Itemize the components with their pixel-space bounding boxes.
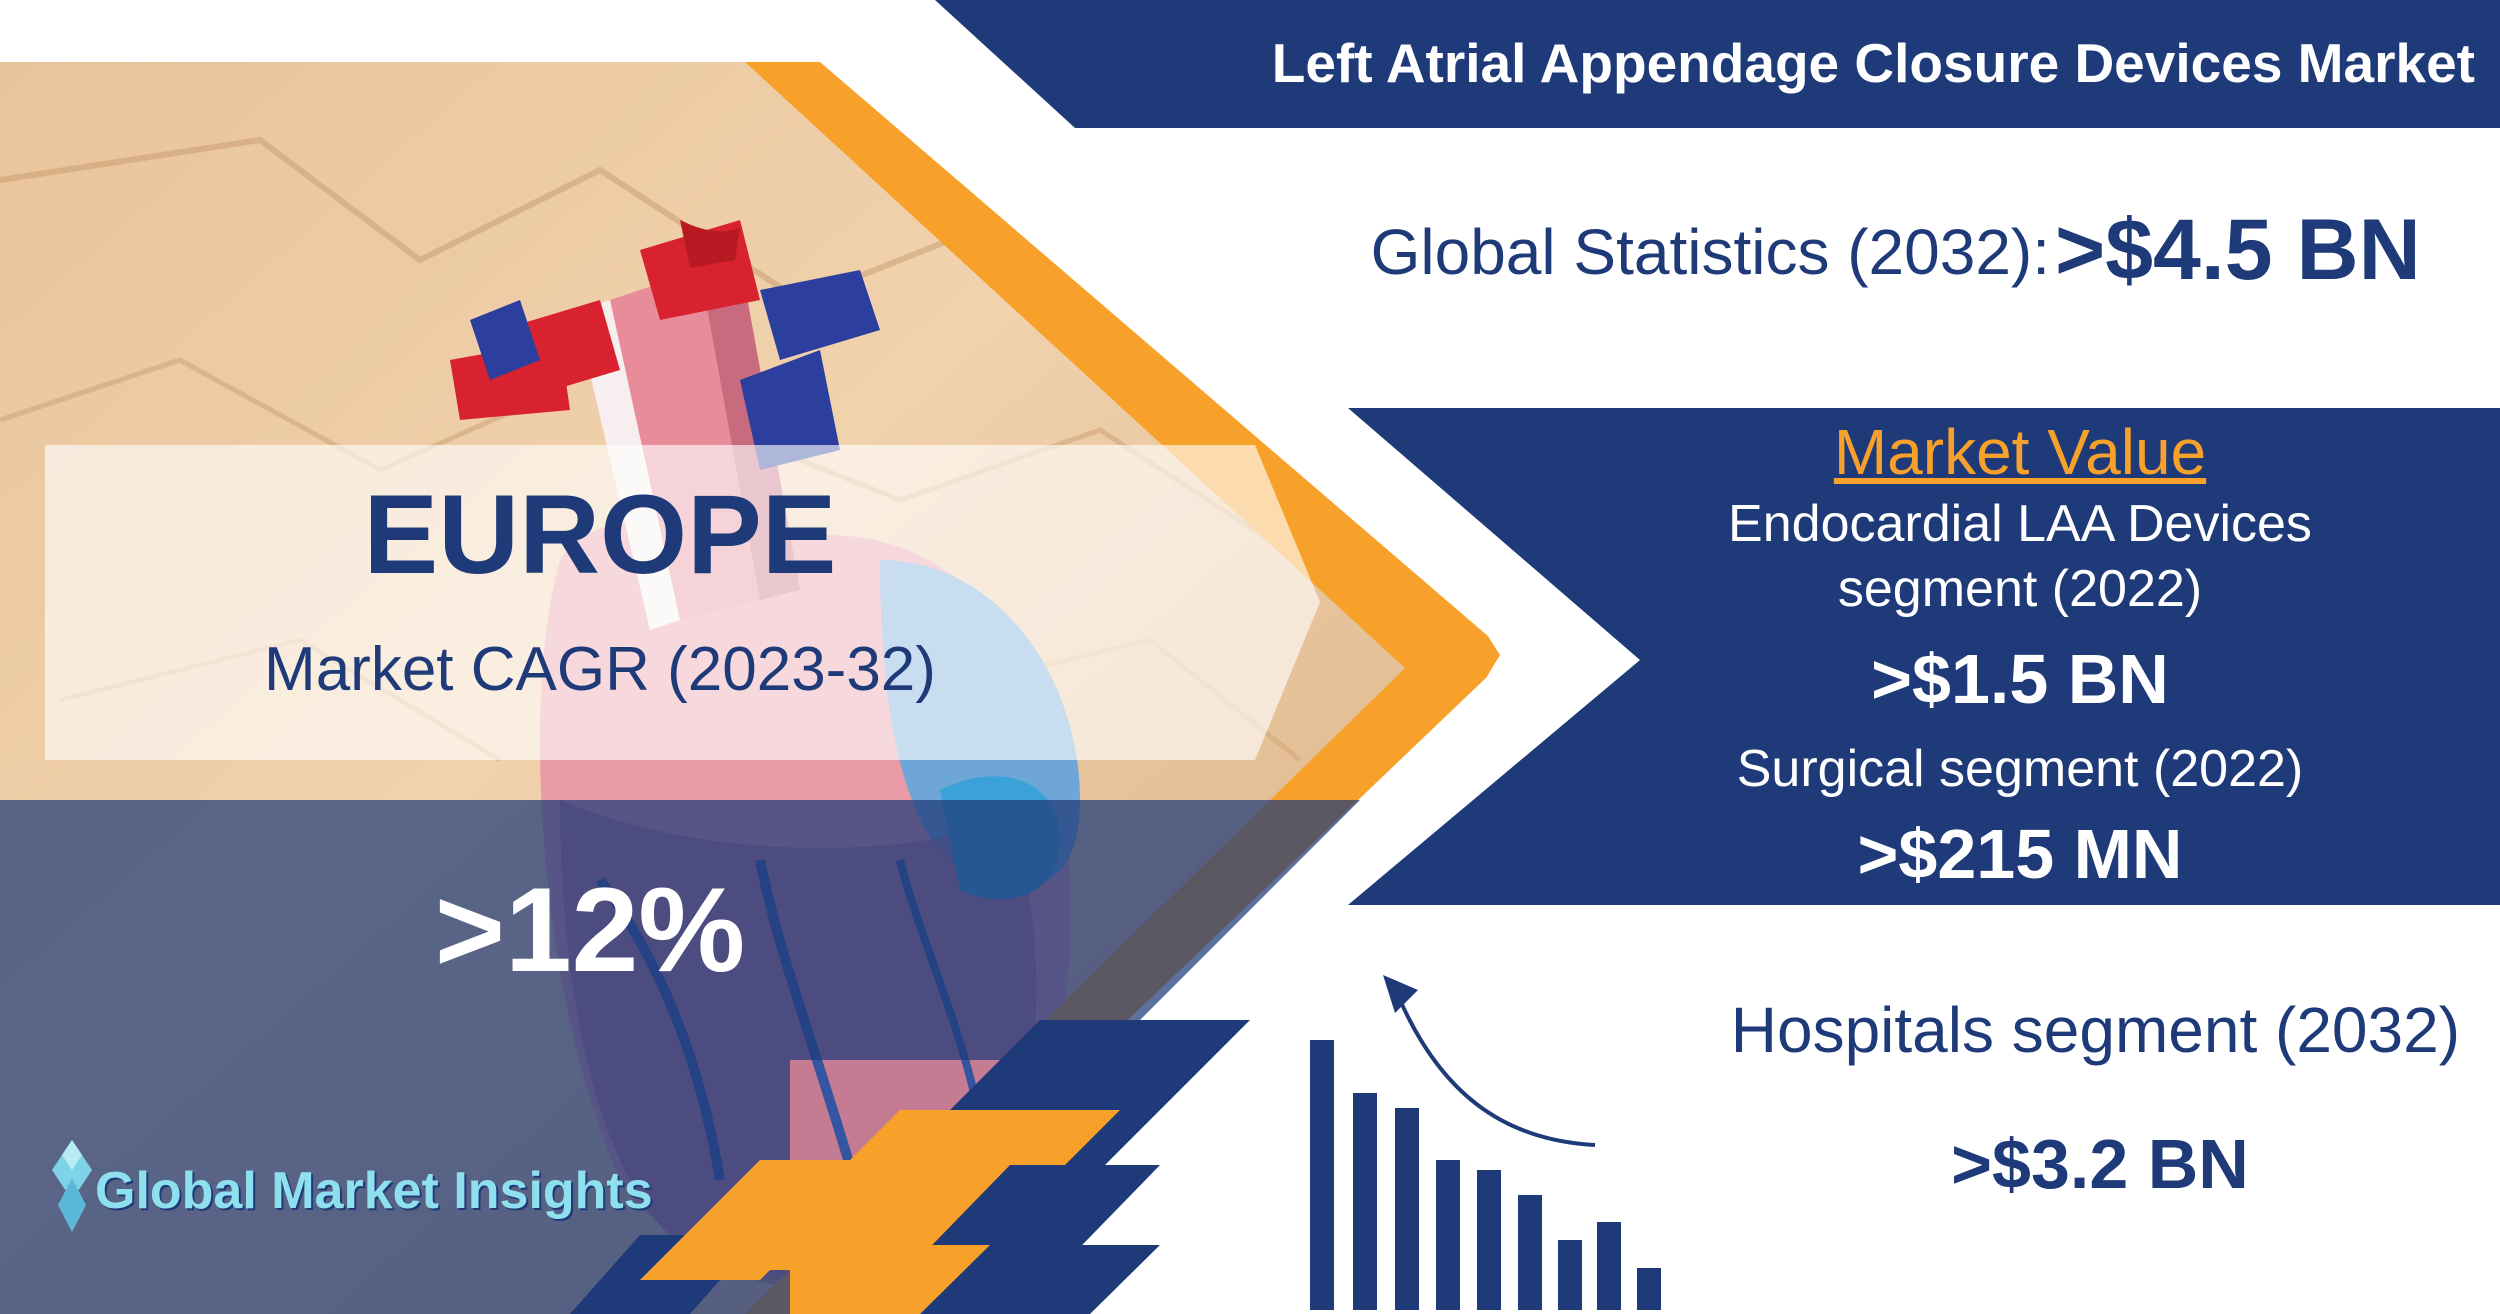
surgical-value: >$215 MN [1857, 815, 2183, 893]
cagr-value: >12% [434, 863, 746, 997]
endocardial-label-line2: segment (2022) [1837, 560, 2203, 618]
cagr-band [0, 800, 1360, 1060]
global-stats-value: >$4.5 BN [2055, 202, 2421, 298]
growth-arrow-icon [1383, 975, 1596, 1147]
logo-text: Global Market Insights [95, 1162, 653, 1220]
global-stats-label: Global Statistics (2032): [1370, 216, 2050, 288]
white-chevron [1340, 405, 1640, 920]
cagr-label: Market CAGR (2023-32) [264, 635, 936, 704]
diamond-logo-icon [52, 1140, 92, 1232]
stripe-orange-2 [800, 1245, 990, 1314]
stripe-orange-1 [740, 1110, 1120, 1270]
market-value-panel [1348, 408, 2500, 905]
bar-chart-icon [1310, 1040, 1661, 1310]
region-label-band [45, 445, 1255, 760]
stripe-navy-3 [990, 1245, 1160, 1314]
surgical-label: Surgical segment (2022) [1736, 740, 2304, 798]
region-name: EUROPE [363, 472, 837, 597]
endocardial-value: >$1.5 BN [1871, 640, 2169, 718]
endocardial-label-line1: Endocardial LAA Devices [1728, 495, 2312, 553]
header-banner [935, 0, 2500, 128]
market-value-heading: Market Value [1833, 416, 2207, 488]
page-title: Left Atrial Appendage Closure Devices Ma… [1271, 32, 2475, 94]
hospitals-label: Hospitals segment (2032) [1730, 994, 2460, 1066]
hospitals-value: >$3.2 BN [1951, 1125, 2249, 1203]
stripe-orange-3 [640, 1160, 880, 1280]
